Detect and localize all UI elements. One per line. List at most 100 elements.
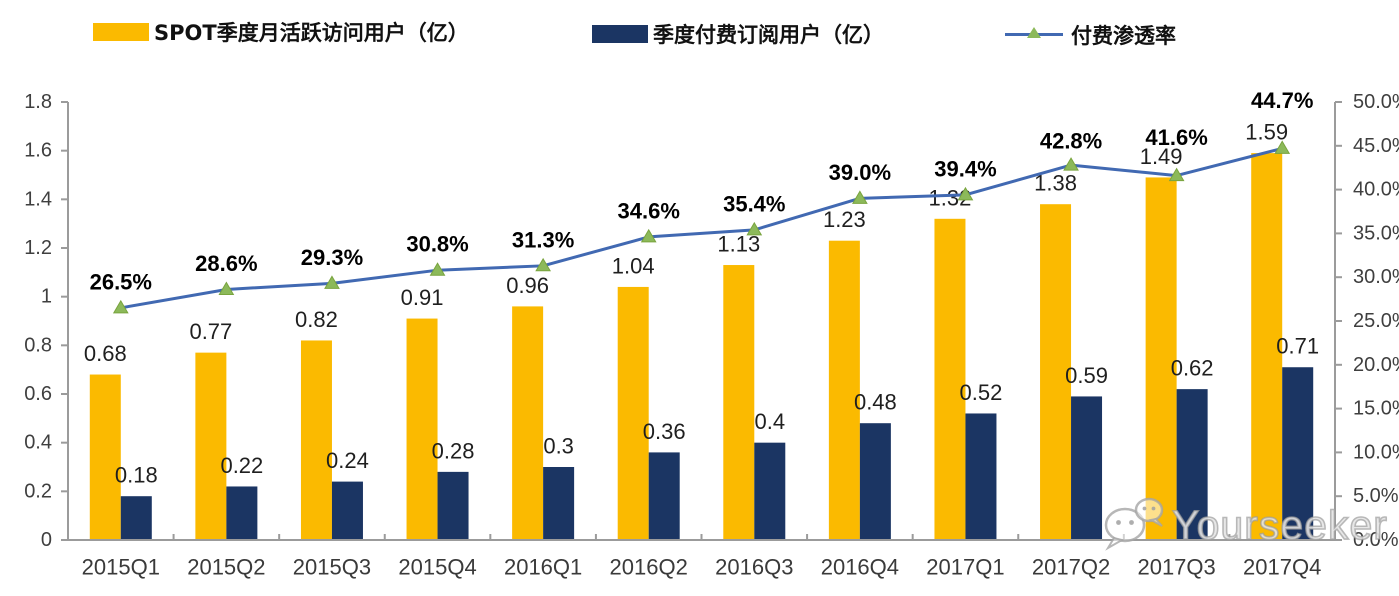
- penetration-value-label: 42.8%: [1040, 129, 1102, 154]
- mau-legend-swatch: [93, 23, 149, 41]
- right-axis-tick-label: 20.0%: [1353, 354, 1399, 376]
- penetration-value-label: 30.8%: [406, 232, 468, 257]
- mau-bar: [1040, 204, 1072, 540]
- mau-bar: [195, 352, 227, 540]
- mau-value-label: 0.82: [295, 307, 338, 332]
- mau-bar: [828, 240, 860, 540]
- mau-value-label: 1.49: [1140, 144, 1183, 169]
- mau-value-label: 1.13: [717, 232, 760, 257]
- penetration-marker: [640, 228, 657, 243]
- x-axis-label: 2015Q3: [293, 555, 371, 580]
- mau-bar: [89, 374, 121, 540]
- subscriber-bar: [226, 486, 258, 540]
- subscriber-bar: [754, 442, 786, 540]
- right-axis-tick-label: 50.0%: [1353, 91, 1399, 113]
- penetration-legend-marker: [1005, 25, 1063, 45]
- right-axis-tick-label: 0.0%: [1353, 529, 1399, 551]
- mau-value-label: 1.23: [823, 207, 866, 232]
- subscriber-bar: [965, 413, 997, 540]
- mau-value-label: 1.59: [1245, 120, 1288, 145]
- mau-value-label: 0.91: [401, 285, 444, 310]
- x-axis-label: 2015Q1: [82, 555, 160, 580]
- right-axis-tick-label: 30.0%: [1353, 266, 1399, 288]
- subscriber-value-label: 0.36: [643, 419, 686, 444]
- penetration-line: [120, 146, 1283, 310]
- penetration-marker: [957, 186, 974, 201]
- penetration-marker: [112, 299, 129, 314]
- x-axis-label: 2017Q4: [1243, 555, 1321, 580]
- subscriber-value-label: 0.59: [1065, 363, 1108, 388]
- right-axis-tick-label: 10.0%: [1353, 441, 1399, 463]
- left-axis-tick-label: 0.2: [24, 480, 52, 502]
- left-axis-tick-label: 1.6: [24, 140, 52, 162]
- x-axis-label: 2015Q2: [187, 555, 265, 580]
- triangle-marker-icon: [1027, 27, 1041, 38]
- right-axis-tick-label: 5.0%: [1353, 485, 1399, 507]
- mau-bar: [1251, 153, 1283, 540]
- right-axis-tick-label: 35.0%: [1353, 222, 1399, 244]
- mau-bar: [934, 218, 966, 541]
- subscriber-bar: [437, 471, 469, 540]
- subscriber-value-label: 0.18: [115, 463, 158, 488]
- x-axis-label: 2017Q3: [1137, 555, 1215, 580]
- penetration-value-label: 29.3%: [301, 245, 363, 270]
- legend-item-mau: SPOT季度月活跃访问用户（亿）: [93, 17, 469, 47]
- left-axis-tick-label: 0.4: [24, 432, 52, 454]
- penetration-value-label: 39.4%: [934, 156, 996, 181]
- subscriber-value-label: 0.28: [432, 438, 475, 463]
- subscribers-legend-label: 季度付费订阅用户（亿）: [653, 23, 884, 47]
- subscribers-legend-swatch: [592, 25, 648, 43]
- subscriber-value-label: 0.3: [543, 434, 574, 459]
- penetration-value-label: 31.3%: [512, 227, 574, 252]
- mau-value-label: 0.96: [506, 273, 549, 298]
- subscriber-bar: [331, 481, 363, 540]
- left-axis-tick-label: 0.8: [24, 334, 52, 356]
- subscriber-bar: [1176, 389, 1208, 540]
- penetration-marker: [852, 190, 868, 204]
- legend-item-penetration: 付费渗透率: [1005, 20, 1176, 50]
- penetration-value-label: 41.6%: [1145, 125, 1207, 150]
- penetration-marker: [535, 257, 551, 272]
- mau-bar: [617, 286, 649, 540]
- x-axis-label: 2017Q2: [1032, 555, 1110, 580]
- subscriber-value-label: 0.71: [1276, 334, 1319, 359]
- legend-item-subscribers: 季度付费订阅用户（亿）: [592, 19, 884, 49]
- subscriber-bar: [543, 467, 575, 540]
- left-axis-tick-label: 1.4: [24, 188, 52, 210]
- subscriber-bar: [120, 496, 152, 540]
- penetration-marker: [324, 275, 340, 289]
- right-axis-tick-label: 15.0%: [1353, 398, 1399, 420]
- penetration-legend-label: 付费渗透率: [1071, 24, 1176, 48]
- x-axis-label: 2015Q4: [398, 555, 476, 580]
- mau-value-label: 1.04: [612, 253, 655, 278]
- penetration-marker: [429, 262, 446, 276]
- penetration-marker: [746, 221, 763, 236]
- subscriber-bar: [859, 423, 891, 540]
- penetration-value-label: 44.7%: [1251, 88, 1313, 113]
- mau-bar: [406, 318, 438, 540]
- mau-value-label: 0.77: [189, 319, 232, 344]
- penetration-value-label: 26.5%: [90, 269, 152, 294]
- right-axis-tick-label: 45.0%: [1353, 135, 1399, 157]
- left-axis-tick-label: 1.2: [24, 237, 52, 259]
- penetration-value-label: 34.6%: [618, 198, 680, 223]
- left-axis-tick-label: 1.8: [24, 91, 52, 113]
- x-axis-label: 2016Q4: [821, 555, 899, 580]
- subscriber-bar: [648, 452, 680, 540]
- x-axis-label: 2016Q3: [715, 555, 793, 580]
- subscriber-value-label: 0.62: [1171, 356, 1214, 381]
- penetration-marker: [218, 281, 235, 295]
- penetration-marker: [1168, 167, 1185, 182]
- mau-bar: [512, 306, 544, 540]
- subscriber-bar: [1071, 396, 1103, 540]
- right-axis-tick-label: 40.0%: [1353, 179, 1399, 201]
- mau-value-label: 0.68: [84, 341, 127, 366]
- left-axis-tick-label: 0: [41, 529, 52, 551]
- penetration-value-label: 39.0%: [829, 160, 891, 185]
- right-axis-tick-label: 25.0%: [1353, 310, 1399, 332]
- penetration-value-label: 28.6%: [195, 251, 257, 276]
- penetration-value-label: 35.4%: [723, 191, 785, 216]
- x-axis-label: 2017Q1: [926, 555, 1004, 580]
